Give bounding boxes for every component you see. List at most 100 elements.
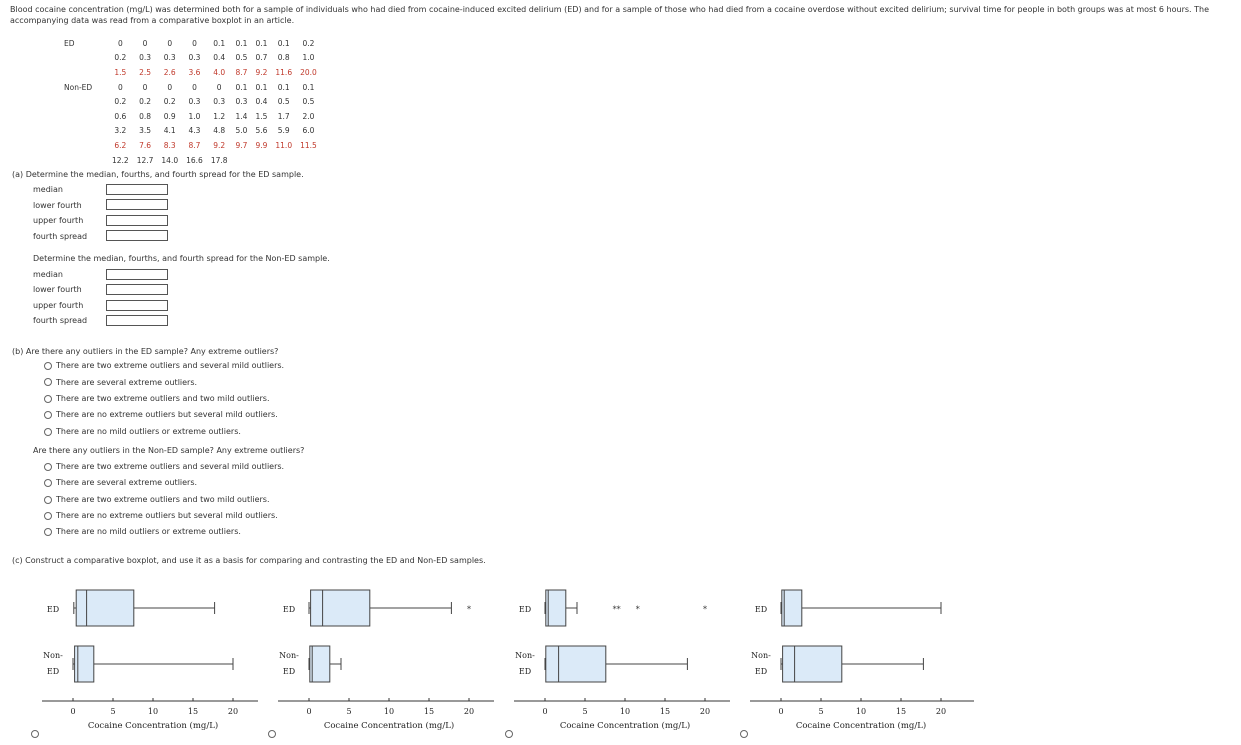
ed-upper-fourth-input[interactable] [106,215,168,226]
non-ed-outlier-radio-4[interactable] [44,512,52,520]
ed-outlier-option-2: There are several extreme outliers. [56,378,198,387]
ed-outlier-radio-4[interactable] [44,411,52,419]
data-cell: 20.0 [300,67,317,77]
data-cell: 0 [167,38,173,48]
data-cell: 0.3 [163,53,176,63]
non-ed-outlier-radio-3[interactable] [44,496,52,504]
ed-outlier-radio-3[interactable] [44,395,52,403]
ed-row: 1.5 2.5 2.6 3.6 4.0 8.7 9.2 11.6 20.0 [60,65,321,80]
x-tick-label: 20 [464,707,474,716]
data-cell: 5.6 [255,126,268,136]
ed-axis-label: ED [755,605,767,614]
boxplot-option-1: 0 5 10 15 20 Cocaine Concentration (mg/L) ED No… [42,589,258,731]
x-tick-label: 0 [306,707,311,716]
ed-box [781,589,803,627]
non-ed-lower-fourth-label: lower fourth [33,285,82,294]
boxplot-option-4-radio[interactable] [740,730,748,738]
data-cell: 12.2 [112,155,129,165]
data-cell: 8.7 [235,67,248,77]
data-cell: 3.6 [188,67,201,77]
data-cell: 1.5 [114,67,127,77]
ed-outlier-radio-2[interactable] [44,378,52,386]
data-cell: 0 [167,82,173,92]
ed-box [75,589,135,627]
boxplot-option-1-radio[interactable] [31,730,39,738]
data-cell: 1.0 [188,111,201,121]
ed-box [545,589,567,627]
non-ed-upper-fourth-label: upper fourth [33,301,84,310]
data-cell: 0 [142,38,148,48]
data-cell: 0.1 [255,82,268,92]
non-ed-outlier-radio-2[interactable] [44,479,52,487]
data-cell: 4.8 [213,126,226,136]
non-ed-box [782,645,843,683]
non-ed-row: 0.6 0.8 0.9 1.0 1.2 1.4 1.5 1.7 2.0 [60,109,321,124]
non-ed-axis-label: ED [755,667,767,676]
non-ed-median-input[interactable] [106,269,168,280]
data-cell: 17.8 [210,155,228,165]
x-tick-label: 5 [818,707,823,716]
non-ed-row: 12.2 12.7 14.0 16.6 17.8 [60,153,321,168]
data-cell: 1.7 [277,111,290,121]
data-cell: 0.3 [188,53,201,63]
ed-row: 0.2 0.3 0.3 0.3 0.4 0.5 0.7 0.8 1.0 [60,51,321,66]
data-cell: 0 [216,82,222,92]
problem-intro: Blood cocaine concentration (mg/L) was d… [10,5,1209,25]
x-tick-label: 15 [660,707,670,716]
boxplot-option-3-radio[interactable] [505,730,513,738]
data-cell: 0.2 [114,53,127,63]
data-cell: 11.0 [275,140,293,150]
non-ed-outlier-option-3: There are two extreme outliers and two m… [56,495,270,504]
ed-fourth-spread-input[interactable] [106,230,168,241]
ed-outlier-mark: * [617,605,621,614]
data-cell: 0.8 [139,111,152,121]
non-ed-fourth-spread-input[interactable] [106,315,168,326]
ed-median-label: median [33,185,63,194]
ed-median-input[interactable] [106,184,168,195]
part-b-question-non-ed: Are there any outliers in the Non-ED sam… [33,446,305,455]
x-tick-label: 5 [582,707,587,716]
data-cell: 6.2 [114,140,127,150]
ed-lower-fourth-label: lower fourth [33,201,82,210]
boxplot-option-2-radio[interactable] [268,730,276,738]
data-cell: 3.2 [114,126,127,136]
data-cell: 0.2 [114,97,127,107]
ed-lower-fourth-input[interactable] [106,199,168,210]
ed-outlier-option-5: There are no mild outliers or extreme ou… [56,427,241,436]
data-cell: 7.6 [139,140,152,150]
non-ed-fourth-spread-label: fourth spread [33,316,88,325]
non-ed-outlier-radio-1[interactable] [44,463,52,471]
data-cell: 4.0 [213,67,226,77]
data-cell: 0.1 [235,82,248,92]
ed-outlier-radio-5[interactable] [44,428,52,436]
ed-outlier-mark: * [636,605,640,614]
part-b-question-ed: (b) Are there any outliers in the ED sam… [12,347,279,356]
ed-row: ED 0 0 0 0 0.1 0.1 0.1 0.1 0.2 [60,36,321,51]
non-ed-lower-fourth-input[interactable] [106,284,168,295]
data-cell: 11.5 [300,140,317,150]
non-ed-upper-fourth-input[interactable] [106,300,168,311]
ed-group-label: ED [64,38,75,48]
data-cell: 1.2 [213,111,226,121]
x-axis-label: Cocaine Concentration (mg/L) [560,720,690,731]
non-ed-axis-label: ED [283,667,295,676]
data-cell [271,153,296,168]
data-table: ED 0 0 0 0 0.1 0.1 0.1 0.1 0.2 0.2 0.3 0.3 0.3 0.4 0.5 0… [60,36,321,167]
x-tick-label: 15 [424,707,434,716]
x-tick-label: 0 [70,707,75,716]
x-tick-label: 20 [700,707,710,716]
boxplot-option-2: 0 5 10 15 20 Cocaine Concentration (mg/L) ED No… [278,589,494,731]
data-cell: 0.9 [163,111,176,121]
data-cell: 11.6 [275,67,293,77]
part-a-question-non-ed: Determine the median, fourths, and fourt… [33,254,330,263]
data-cell: 12.7 [136,155,154,165]
non-ed-outlier-radio-5[interactable] [44,528,52,536]
non-ed-axis-label: Non- [279,651,299,660]
ed-outlier-radio-1[interactable] [44,362,52,370]
data-cell: 0.6 [114,111,127,121]
x-tick-label: 5 [346,707,351,716]
data-cell: 1.5 [255,111,268,121]
non-ed-axis-label: Non- [515,651,535,660]
ed-outlier-mark: * [703,605,707,614]
x-axis-label: Cocaine Concentration (mg/L) [324,720,454,731]
